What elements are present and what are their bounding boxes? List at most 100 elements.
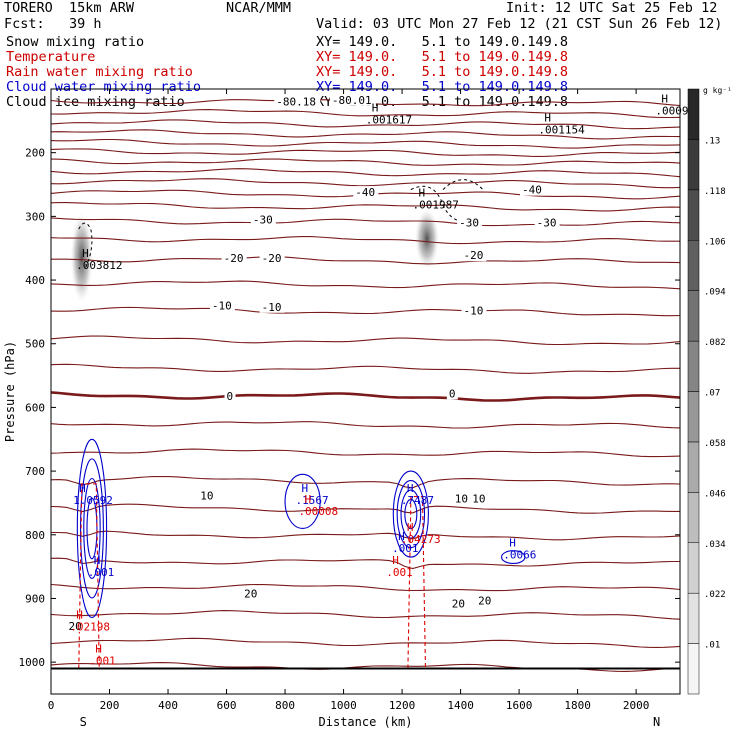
legend-entry: Cloud water mixing ratio (6, 79, 202, 95)
maximum-label: .7487 (401, 494, 434, 507)
cloud-water-contour (396, 480, 426, 549)
isotherm-label: 20 (244, 587, 257, 600)
maximum-label: .00095 (655, 104, 695, 117)
x-tick-label: 1400 (447, 699, 474, 712)
maximum-marker: H (509, 536, 516, 549)
maximum-marker: H (419, 187, 426, 200)
y-tick-label: 200 (25, 147, 45, 160)
colorbar-cell (687, 643, 700, 695)
label-bg (470, 492, 489, 505)
label-bg (446, 387, 458, 400)
maximum-label: .04273 (401, 533, 441, 546)
label-bg (198, 489, 217, 502)
colorbar-cell (687, 492, 700, 544)
maximum-label: .001 (386, 566, 413, 579)
plot-frame (50, 88, 681, 695)
x-tick-label: 800 (275, 699, 295, 712)
cloud-water-contour (83, 477, 101, 579)
cloud-water-contour (500, 550, 526, 564)
y-tick-label: 700 (25, 465, 45, 478)
y-tick-label: 900 (25, 592, 45, 605)
colorbar-cell (687, 542, 700, 594)
colorbar-cell (687, 189, 700, 241)
cloud-water-contour (392, 470, 429, 558)
isotherm-label: -10 (212, 300, 232, 313)
isotherm-label: 10 (455, 492, 468, 505)
cloud-water-contour (76, 438, 108, 619)
y-tick-label: 400 (25, 274, 45, 287)
colorbar-tick-label: .07 (704, 389, 720, 399)
isotherm-line (50, 637, 681, 648)
maximum-marker: H (76, 608, 83, 621)
maximum-marker: H (407, 521, 414, 534)
label-bg (259, 300, 285, 313)
maximum-label: .1567 (296, 494, 329, 507)
colorbar: .01 .022 .034 .046 .058 .07 .082 .094 .106 .118 .1… (687, 86, 732, 695)
isotherm-label: 20 (452, 598, 465, 611)
isotherm-line (50, 557, 680, 570)
y-tick-label: 500 (25, 338, 45, 351)
label-bg (259, 251, 285, 264)
isotherm-line (50, 168, 681, 178)
maximum-label: .001 (392, 542, 419, 555)
label-bg (461, 249, 487, 262)
colorbar-tick-label: .034 (704, 540, 726, 550)
isotherm-label: -10 (262, 301, 282, 314)
isotherm-line (50, 363, 680, 374)
label-bg (457, 216, 483, 229)
cloud-water-contour (284, 473, 321, 529)
label-bg (329, 93, 376, 106)
label-bg (250, 213, 276, 226)
isotherm-label: -20 (464, 249, 484, 262)
x-tick-label: 1000 (330, 699, 357, 712)
isotherm-line (50, 138, 681, 149)
isotherm-line (50, 391, 681, 402)
label-bg (534, 216, 560, 229)
isotherm-label: -20 (262, 252, 282, 265)
isotherm-label: -20 (224, 252, 244, 265)
isotherm-label: -80.01 (332, 94, 372, 107)
maximum-marker: H (94, 554, 101, 567)
y-tick-label: 1000 (19, 656, 46, 669)
north-endpoint: N (653, 715, 660, 729)
colorbar-cell (687, 391, 700, 443)
maximum-label: .001617 (366, 113, 412, 126)
legend-entry: Snow mixing ratio (6, 34, 145, 50)
isotherm-line (51, 256, 681, 265)
isotherm-line (50, 158, 681, 166)
cloud-water-contour (400, 489, 422, 539)
colorbar-cell (687, 139, 700, 191)
legend-entry: Temperature (6, 49, 96, 65)
isotherm-label: -10 (464, 305, 484, 318)
isotherm-line (50, 475, 681, 489)
label-bg (242, 587, 261, 600)
colorbar-tick-label: .118 (704, 187, 726, 197)
maximum-marker: H (372, 101, 379, 114)
snow-shading (70, 212, 93, 303)
x-tick-label: 600 (217, 699, 237, 712)
isotherm-line (50, 202, 681, 212)
maximum-marker: H (661, 92, 668, 105)
colorbar-tick-label: .094 (704, 288, 726, 298)
isotherm-line (50, 178, 681, 189)
x-tick-label: 0 (48, 699, 55, 712)
legend-coords: XY= 149.0. 5.1 to 149.0.149.8 (316, 49, 568, 65)
maximum-marker: H (79, 482, 86, 495)
colorbar-cell (687, 592, 700, 644)
maximum-label: .02198 (70, 620, 110, 633)
colorbar-unit: g kg⁻¹ (703, 86, 732, 95)
isotherm-label: 10 (200, 489, 213, 502)
isotherm-line (50, 306, 681, 317)
isotherm-line (51, 530, 681, 541)
label-bg (449, 597, 468, 610)
isotherm-line (50, 503, 680, 514)
colorbar-cell (687, 88, 700, 140)
x-tick-label: 1600 (506, 699, 533, 712)
y-axis-title: Pressure (hPa) (3, 341, 17, 442)
colorbar-cell (687, 441, 700, 493)
isotherm-line (50, 335, 681, 346)
colorbar-tick-label: .046 (704, 489, 726, 499)
y-tick-label: 300 (25, 210, 45, 223)
